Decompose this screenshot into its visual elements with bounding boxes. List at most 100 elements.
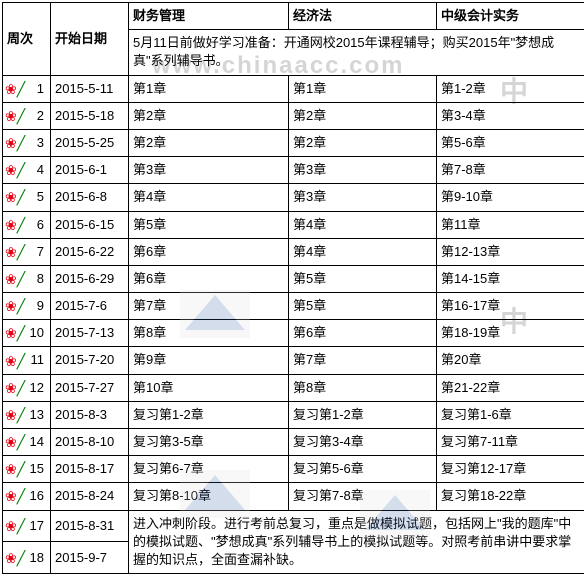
- week-cell: ❀╱9: [3, 293, 51, 320]
- week-cell: ❀╱ 3: [3, 129, 51, 156]
- week-number: 4: [37, 162, 44, 177]
- content-cell-col0: 第9章: [129, 347, 289, 374]
- flower-icon: ❀╱: [5, 326, 25, 340]
- content-cell-col2: 第11章: [437, 211, 584, 238]
- week-cell: ❀╱14: [3, 429, 51, 456]
- content-cell-col0: 复习第1-2章: [129, 401, 289, 428]
- date-cell: 2015-8-31: [51, 510, 129, 542]
- flower-icon: ❀╱: [5, 408, 25, 422]
- week-number: 18: [30, 550, 44, 565]
- date-cell: 2015-5-25: [51, 129, 129, 156]
- week-number: 12: [30, 380, 44, 395]
- header-subject-0: 财务管理: [129, 3, 289, 30]
- content-cell-col0: 第8章: [129, 320, 289, 347]
- week-cell: ❀╱7: [3, 238, 51, 265]
- date-cell: 2015-9-7: [51, 542, 129, 574]
- content-cell-col0: 第7章: [129, 293, 289, 320]
- week-cell: ❀╱ 17: [3, 510, 51, 542]
- week-cell: ❀╱18: [3, 542, 51, 574]
- week-cell: ❀╱ 1: [3, 75, 51, 102]
- week-number: 9: [37, 298, 44, 313]
- content-cell-col1: 复习第5-6章: [289, 456, 437, 483]
- content-cell-col1: 复习第7-8章: [289, 483, 437, 510]
- week-cell: ❀╱ 15: [3, 456, 51, 483]
- content-cell-col2: 第1-2章: [437, 75, 584, 102]
- content-cell-col0: 复习第8-10章: [129, 483, 289, 510]
- date-cell: 2015-7-27: [51, 374, 129, 401]
- final-note-cell: 进入冲刺阶段。进行考前总复习，重点是做模拟试题，包括网上"我的题库"中的模拟试题…: [129, 510, 584, 574]
- content-cell-col1: 复习第3-4章: [289, 429, 437, 456]
- prep-note-cell: 5月11日前做好学习准备：开通网校2015年课程辅导；购买2015年"梦想成真"…: [129, 30, 584, 75]
- schedule-table: 周次开始日期财务管理经济法中级会计实务5月11日前做好学习准备：开通网校2015…: [2, 2, 584, 574]
- flower-icon: ❀╱: [5, 190, 25, 204]
- content-cell-col0: 复习第3-5章: [129, 429, 289, 456]
- week-number: 3: [37, 135, 44, 150]
- date-cell: 2015-8-10: [51, 429, 129, 456]
- content-cell-col0: 第6章: [129, 238, 289, 265]
- week-cell: ❀╱2: [3, 102, 51, 129]
- date-cell: 2015-7-6: [51, 293, 129, 320]
- date-cell: 2015-7-13: [51, 320, 129, 347]
- week-cell: ❀╱ 5: [3, 184, 51, 211]
- content-cell-col2: 第9-10章: [437, 184, 584, 211]
- flower-icon: ❀╱: [5, 381, 25, 395]
- date-cell: 2015-6-22: [51, 238, 129, 265]
- week-number: 15: [30, 461, 44, 476]
- content-cell-col2: 第5-6章: [437, 129, 584, 156]
- content-cell-col1: 第1章: [289, 75, 437, 102]
- header-subject-2: 中级会计实务: [437, 3, 584, 30]
- content-cell-col1: 第2章: [289, 102, 437, 129]
- content-cell-col0: 第2章: [129, 129, 289, 156]
- date-cell: 2015-5-18: [51, 102, 129, 129]
- header-date: 开始日期: [51, 3, 129, 76]
- flower-icon: ❀╱: [5, 519, 25, 533]
- content-cell-col0: 第4章: [129, 184, 289, 211]
- content-cell-col1: 第5章: [289, 293, 437, 320]
- week-number: 7: [37, 244, 44, 259]
- date-cell: 2015-5-11: [51, 75, 129, 102]
- date-cell: 2015-8-3: [51, 401, 129, 428]
- content-cell-col2: 第21-22章: [437, 374, 584, 401]
- flower-icon: ❀╱: [5, 354, 25, 368]
- week-cell: ❀╱6: [3, 211, 51, 238]
- week-number: 17: [30, 518, 44, 533]
- flower-icon: ❀╱: [5, 489, 25, 503]
- date-cell: 2015-6-1: [51, 157, 129, 184]
- content-cell-col2: 第18-19章: [437, 320, 584, 347]
- flower-icon: ❀╱: [5, 82, 25, 96]
- week-number: 6: [37, 217, 44, 232]
- content-cell-col1: 复习第1-2章: [289, 401, 437, 428]
- week-number: 5: [37, 189, 44, 204]
- content-cell-col0: 第10章: [129, 374, 289, 401]
- content-cell-col0: 第3章: [129, 157, 289, 184]
- content-cell-col2: 复习第18-22章: [437, 483, 584, 510]
- schedule-table-container: www.chinaacc.com 中 中 周次开始日期财务管理经济法中级会计实务…: [0, 0, 584, 576]
- content-cell-col2: 第16-17章: [437, 293, 584, 320]
- week-cell: ❀╱ 12: [3, 374, 51, 401]
- week-cell: ❀╱13: [3, 401, 51, 428]
- week-number: 16: [30, 488, 44, 503]
- content-cell-col0: 第5章: [129, 211, 289, 238]
- week-number: 11: [31, 352, 45, 367]
- week-number: 1: [37, 81, 44, 96]
- week-number: 2: [37, 108, 44, 123]
- week-cell: ❀╱ 4: [3, 157, 51, 184]
- flower-icon: ❀╱: [5, 462, 25, 476]
- date-cell: 2015-8-17: [51, 456, 129, 483]
- content-cell-col2: 复习第1-6章: [437, 401, 584, 428]
- week-number: 10: [30, 325, 44, 340]
- content-cell-col2: 第12-13章: [437, 238, 584, 265]
- content-cell-col2: 第3-4章: [437, 102, 584, 129]
- content-cell-col1: 第2章: [289, 129, 437, 156]
- flower-icon: ❀╱: [5, 136, 25, 150]
- content-cell-col1: 第3章: [289, 184, 437, 211]
- flower-icon: ❀╱: [5, 272, 25, 286]
- content-cell-col1: 第3章: [289, 157, 437, 184]
- content-cell-col2: 第20章: [437, 347, 584, 374]
- week-number: 8: [37, 271, 44, 286]
- date-cell: 2015-7-20: [51, 347, 129, 374]
- content-cell-col1: 第7章: [289, 347, 437, 374]
- week-cell: ❀╱ 10: [3, 320, 51, 347]
- flower-icon: ❀╱: [5, 163, 25, 177]
- date-cell: 2015-8-24: [51, 483, 129, 510]
